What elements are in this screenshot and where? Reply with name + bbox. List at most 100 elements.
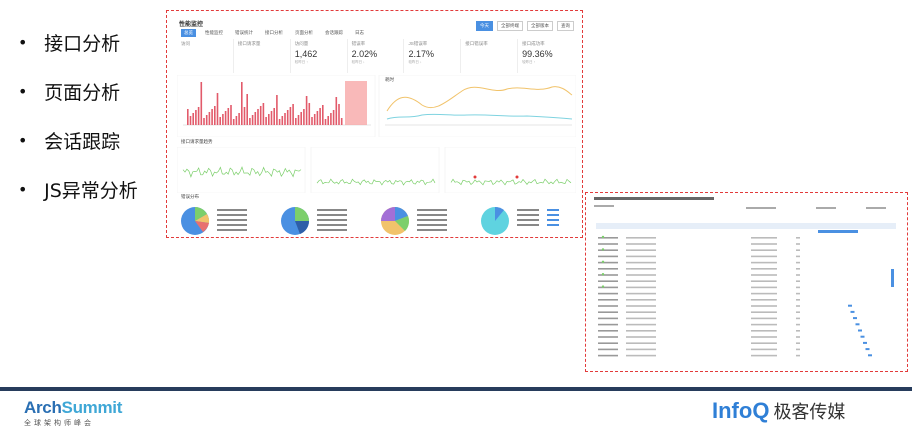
date-filter[interactable]: 今天 [476,21,493,31]
request-bar [257,109,259,125]
chart-row-main: 耗时 [177,75,576,137]
request-bar [232,119,235,125]
kpi-card: 错误率 2.02% 较昨日 ↓ [348,39,405,73]
terminal-filter[interactable]: 全部终端 [497,21,523,31]
infoq-brand: InfoQ [712,398,770,423]
kpi-card: JS错误率 2.17% 较昨日 ↓ [404,39,462,73]
tab-api[interactable]: 接口分析 [265,30,283,35]
kpi-label: 访问 [181,41,190,46]
request-bar [305,96,308,125]
kpi-value: 2.17% [408,49,434,59]
request-bar [241,82,243,125]
kpi-value: 1,462 [294,49,318,59]
trend-charts [176,146,577,194]
request-bar [230,105,232,125]
request-bar [208,112,211,125]
request-bar [192,113,194,125]
chart-row-trend [176,146,577,194]
session-row [598,248,800,251]
tab-errors[interactable]: 错误统计 [235,30,253,35]
request-bar [313,114,316,125]
bullet-text: 接口分析 [44,33,121,55]
infoq-cn: 极客传媒 [773,402,846,423]
request-bar [227,108,230,125]
request-bar [303,109,305,125]
main-charts [177,75,576,137]
kpi-card: 访问 [177,39,234,73]
request-bar [265,117,267,125]
request-bar [308,103,311,125]
dashboard-title: 性能监控 [179,22,204,28]
trend-line-1 [182,166,302,178]
request-bar [203,118,205,125]
tab-overview[interactable]: 总览 [181,29,196,37]
request-bar [311,117,313,125]
bullet-item: • 接口分析 [18,18,168,67]
kpi-value: 2.02% [351,49,378,59]
request-bar [292,104,294,125]
request-bar [195,110,197,125]
kpi-label: 访问量 [294,41,309,46]
request-bar [297,115,300,125]
session-row [598,268,800,270]
session-row [598,299,800,301]
request-bar [338,104,340,125]
footer-divider [0,387,912,391]
tab-performance[interactable]: 性能监控 [205,30,223,35]
trend-line-3 [450,178,572,186]
panel-label: 耗时 [385,77,394,82]
kpi-sub: 较昨日 ↑ [294,60,308,64]
request-bar [219,117,221,125]
request-bar [238,113,240,125]
section-title: 错误分布 [181,194,199,199]
session-row [598,304,852,307]
archsummit-name: ArchSummit [24,398,123,417]
session-row [598,260,800,264]
session-row [598,292,800,295]
tab-logs[interactable]: 日志 [355,30,364,35]
archsummit-subtitle: 全球架构师峰会 [24,419,94,427]
trend-line-2 [316,178,436,186]
version-filter[interactable]: 全部版本 [527,21,553,31]
kpi-sub: 较昨日 ↑ [522,60,536,64]
request-bar [295,118,297,125]
request-bar [197,107,200,125]
tab-pages[interactable]: 页面分析 [295,30,313,35]
bullet-list: • 接口分析 • 页面分析 • 会话跟踪 • JS异常分析 [18,18,168,214]
request-bar [322,105,324,125]
request-bar [235,116,238,125]
request-bar [262,103,265,125]
dashboard-screenshot: 性能监控 总览 性能监控 错误统计 接口分析 页面分析 会话跟踪 日志 今天 全… [166,10,583,238]
dashboard-topbar: 性能监控 总览 性能监控 错误统计 接口分析 页面分析 会话跟踪 日志 今天 全… [177,17,574,39]
chart-row-pies [177,201,574,237]
session-row [598,273,800,276]
request-bar [316,111,319,125]
bullet-item: • 页面分析 [18,67,168,116]
bullet-item: • JS异常分析 [18,165,168,214]
session-row [598,255,800,258]
request-bar [286,110,289,125]
pie-charts [181,206,559,235]
request-bar [200,82,203,125]
request-bar [278,119,281,125]
request-bar [211,109,213,125]
session-screenshot [585,192,908,372]
session-row [598,335,865,338]
request-bar [187,109,189,125]
request-bar [300,112,302,125]
session-row [598,348,870,351]
tab-sessions[interactable]: 会话跟踪 [325,30,343,35]
dashboard-filters: 今天 全部终端 全部版本 查询 [476,21,574,31]
kpi-sub: 较昨日 ↓ [351,60,365,64]
kpi-card: 接口成功率 99.36% 较昨日 ↑ [518,39,574,73]
kpi-card: 接口请求量 [234,39,291,73]
request-bar [246,94,248,125]
bullet-text: 会话跟踪 [44,131,121,153]
request-bar [243,107,246,125]
request-bar [330,113,332,125]
query-button[interactable]: 查询 [557,21,574,31]
kpi-card: 访问量 1,462 较昨日 ↑ [291,39,348,73]
session-row [598,280,800,282]
request-bar [284,113,286,125]
session-row [598,235,800,239]
